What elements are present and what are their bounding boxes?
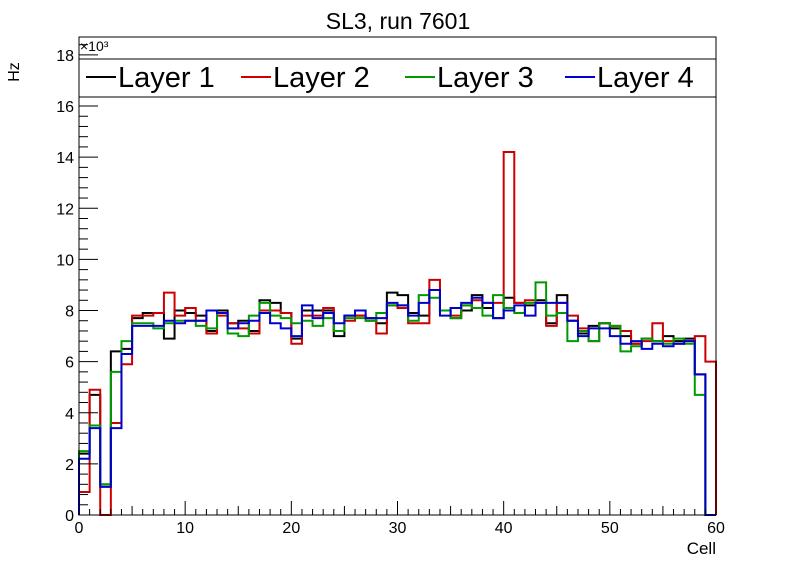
series-layer-4 [78,289,716,516]
x-tick-label: 30 [389,520,407,537]
x-tick-label: 50 [601,520,619,537]
y-tick-label: 18 [56,48,74,65]
y-tick-label: 4 [65,406,74,423]
legend: Layer 1 Layer 2 Layer 3 Layer 4 [78,58,717,98]
y-tick-label: 16 [56,99,74,116]
y-tick-label: 6 [65,355,74,372]
y-axis-multiplier: ×10³ [80,38,109,54]
legend-box [78,58,717,98]
x-axis-label: Cell [687,539,716,558]
y-tick-label: 14 [56,150,74,167]
y-tick-label: 2 [65,457,74,474]
x-tick-label: 10 [176,520,194,537]
x-tick-label: 20 [282,520,300,537]
series-group [78,151,717,516]
y-axis-label: Hz [6,62,23,82]
axis-ticks: 0 10 20 30 40 50 60 0 2 4 6 8 10 12 14 16 18 [56,44,725,537]
legend-label: Layer 1 [118,62,215,94]
y-tick-label: 12 [56,201,74,218]
legend-label: Layer 2 [273,62,370,94]
y-tick-label: 0 [65,508,74,525]
x-tick-label: 60 [707,520,725,537]
y-tick-label: 8 [65,304,74,321]
legend-label: Layer 4 [597,62,694,94]
x-tick-label: 40 [495,520,513,537]
chart-title: SL3, run 7601 [326,8,471,34]
legend-label: Layer 3 [437,62,534,94]
x-tick-label: 0 [75,520,84,537]
y-tick-label: 10 [56,252,74,269]
plot-frame [78,36,717,516]
